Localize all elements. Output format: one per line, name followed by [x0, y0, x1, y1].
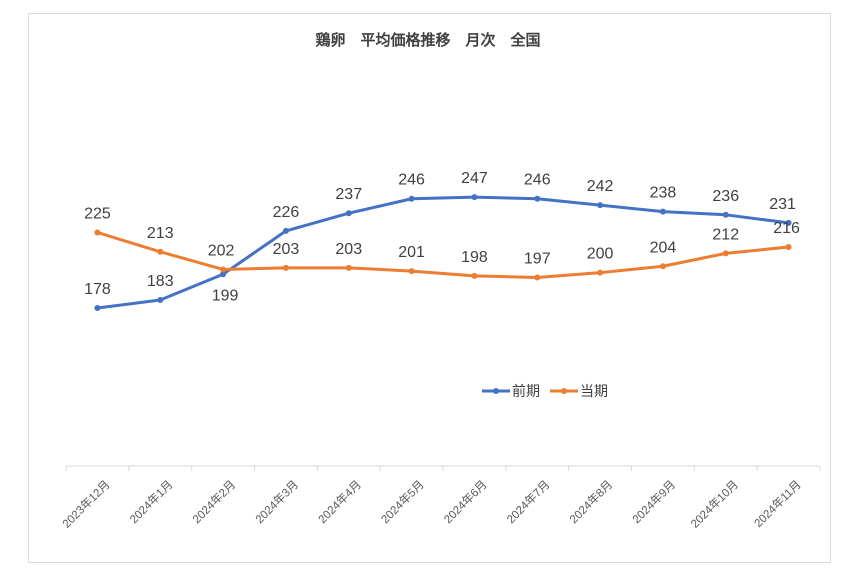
data-label: 246: [398, 172, 425, 189]
data-point: [722, 250, 729, 257]
x-tick-label: 2023年12月: [59, 477, 112, 530]
x-tick-label: 2024年3月: [252, 477, 301, 526]
legend-marker: [493, 388, 499, 394]
data-label: 216: [773, 220, 800, 237]
data-point: [471, 272, 478, 279]
x-tick-label: 2024年1月: [127, 477, 176, 526]
data-label: 236: [712, 188, 739, 205]
data-point: [157, 297, 164, 304]
x-tick-label: 2024年5月: [378, 477, 427, 526]
data-label: 225: [84, 205, 111, 222]
series-line-2: [95, 230, 791, 280]
x-tick-label: 2024年10月: [688, 477, 741, 530]
data-point: [157, 248, 164, 255]
data-point: [220, 271, 227, 278]
data-label-layer: 178 183 199 226 237 246 247 246 242 238 236 231 225 2…: [84, 170, 800, 304]
data-point: [220, 266, 227, 273]
data-label: 226: [273, 204, 300, 221]
data-label: 231: [769, 196, 796, 213]
x-tick-label: 2024年2月: [190, 477, 239, 526]
x-axis-labels: 2023年12月 2024年1月 2024年2月 2024年3月 2024年4月 2024…: [59, 477, 803, 530]
data-point: [659, 208, 666, 215]
data-label: 202: [208, 242, 235, 259]
data-point: [282, 227, 289, 234]
chart-title: 鶏卵 平均価格推移 月次 全国: [315, 31, 540, 49]
data-label: 247: [461, 170, 488, 187]
data-label: 198: [461, 249, 488, 266]
data-point: [408, 268, 415, 275]
data-point: [785, 243, 792, 250]
data-label: 246: [524, 172, 551, 189]
data-point: [722, 211, 729, 218]
data-label: 213: [147, 225, 174, 242]
data-point: [597, 269, 604, 276]
data-label: 212: [712, 226, 739, 243]
data-label: 203: [273, 241, 300, 258]
data-label: 178: [84, 281, 111, 298]
data-point: [534, 195, 541, 202]
chart-frame: [28, 13, 831, 563]
data-point: [471, 194, 478, 201]
data-label: 238: [650, 185, 677, 202]
data-label: 183: [147, 273, 174, 290]
x-tick-label: 2024年7月: [504, 477, 553, 526]
data-point: [94, 229, 101, 236]
data-point: [534, 274, 541, 281]
data-point: [785, 219, 792, 226]
data-point: [345, 264, 352, 271]
legend-marker: [561, 388, 567, 394]
x-tick-label: 2024年6月: [441, 477, 490, 526]
data-label: 199: [212, 287, 239, 304]
data-point: [408, 195, 415, 202]
data-label: 204: [650, 239, 677, 256]
data-label: 237: [335, 186, 362, 203]
legend: 前期 当期: [482, 383, 608, 399]
x-tick-label: 2024年9月: [629, 477, 678, 526]
series-layer: [94, 194, 792, 312]
data-label: 200: [587, 246, 614, 263]
data-label: 242: [587, 178, 614, 195]
data-point: [94, 305, 101, 312]
data-label: 201: [398, 244, 425, 261]
legend-label: 当期: [580, 383, 608, 399]
data-label: 203: [335, 241, 362, 258]
legend-label: 前期: [512, 383, 540, 399]
data-point: [345, 210, 352, 217]
data-point: [282, 264, 289, 271]
data-point: [659, 263, 666, 270]
data-point: [597, 202, 604, 209]
x-tick-label: 2024年4月: [315, 477, 364, 526]
x-tick-label: 2024年11月: [751, 477, 804, 530]
data-label: 197: [524, 251, 551, 268]
x-tick-label: 2024年8月: [567, 477, 616, 526]
x-axis-ticks: [65, 466, 821, 471]
series-line-1: [95, 195, 791, 310]
